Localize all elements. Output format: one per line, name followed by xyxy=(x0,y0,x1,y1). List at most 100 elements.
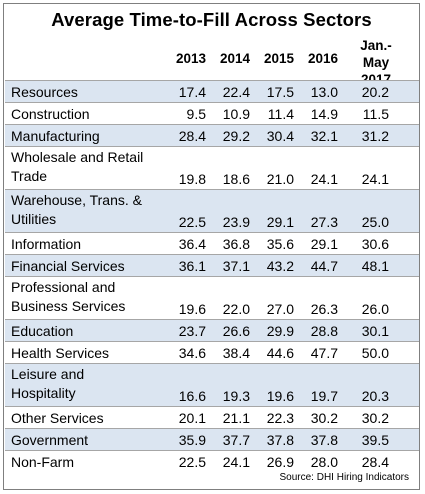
source-note: Source: DHI Hiring Indicators xyxy=(279,472,410,483)
table-cell: 10.9 xyxy=(222,106,250,122)
table-row: Resources 17.4 22.4 17.5 13.0 20.2 xyxy=(5,80,419,103)
table-row: Information 36.4 36.8 35.6 29.1 30.6 xyxy=(5,232,419,255)
row-label: Leisure and Hospitality xyxy=(11,366,85,401)
table-cell: 48.1 xyxy=(361,258,389,274)
table-cell: 34.6 xyxy=(178,345,206,361)
table-cell: 30.4 xyxy=(266,128,294,144)
table-cell: 30.6 xyxy=(361,236,389,252)
table-row: Leisure and Hospitality 16.6 19.3 19.6 19.7 20… xyxy=(5,363,419,407)
table-row: Manufacturing 28.4 29.2 30.4 32.1 31.2 xyxy=(5,124,419,147)
table-cell: 39.5 xyxy=(361,432,389,448)
table-cell: 44.6 xyxy=(266,345,294,361)
table-title: Average Time-to-Fill Across Sectors xyxy=(51,9,372,30)
table-cell: 35.6 xyxy=(266,236,294,252)
table-cell: 27.0 xyxy=(266,301,294,317)
row-label: Manufacturing xyxy=(11,128,100,144)
table-cell: 23.7 xyxy=(178,323,206,339)
table-cell: 16.6 xyxy=(178,388,206,404)
table-row: Wholesale and Retail Trade 19.8 18.6 21.0 24.… xyxy=(5,146,419,190)
table-cell: 43.2 xyxy=(266,258,294,274)
table-row: Health Services 34.6 38.4 44.6 47.7 50.0 xyxy=(5,341,419,364)
row-label: Resources xyxy=(11,84,78,100)
table-cell: 32.1 xyxy=(310,128,338,144)
table-cell: 23.9 xyxy=(222,214,250,230)
table-cell: 20.3 xyxy=(361,388,389,404)
table-cell: 47.7 xyxy=(310,345,338,361)
row-label: Government xyxy=(11,432,89,448)
table-cell: 27.3 xyxy=(310,214,338,230)
table-cell: 13.0 xyxy=(310,84,338,100)
table-cell: 29.1 xyxy=(266,214,294,230)
row-label: Professional and Business Services xyxy=(11,279,126,314)
table-cell: 24.1 xyxy=(310,171,338,187)
table-cell: 37.8 xyxy=(266,432,294,448)
table-cell: 35.9 xyxy=(178,432,206,448)
table-cell: 19.6 xyxy=(178,301,206,317)
row-label: Education xyxy=(11,323,74,339)
table-cell: 26.6 xyxy=(222,323,250,339)
table-cell: 36.1 xyxy=(178,258,206,274)
table-cell: 17.4 xyxy=(178,84,206,100)
column-header: 2013 xyxy=(175,51,206,66)
table-row: Construction 9.5 10.9 11.4 14.9 11.5 xyxy=(5,102,419,125)
table-cell: 9.5 xyxy=(186,106,206,122)
table-cell: 18.6 xyxy=(222,171,250,187)
table-row: Education 23.7 26.6 29.9 28.8 30.1 xyxy=(5,319,419,342)
table-cell: 25.0 xyxy=(361,214,389,230)
table-cell: 22.4 xyxy=(222,84,250,100)
table-row: Warehouse, Trans. & Utilities 22.5 23.9 29.1… xyxy=(5,189,419,233)
table-cell: 20.2 xyxy=(361,84,389,100)
table-cell: 17.5 xyxy=(266,84,294,100)
table-cell: 21.1 xyxy=(222,410,250,426)
table-cell: 24.1 xyxy=(222,454,250,470)
table-cell: 22.0 xyxy=(222,301,250,317)
row-label: Other Services xyxy=(11,410,104,426)
table-cell: 14.9 xyxy=(310,106,338,122)
table-cell: 24.1 xyxy=(361,171,389,187)
table-cell: 29.9 xyxy=(266,323,294,339)
table-frame: Average Time-to-Fill Across Sectors 2013… xyxy=(3,3,420,490)
table-cell: 21.0 xyxy=(266,171,294,187)
table-cell: 28.0 xyxy=(310,454,338,470)
table-cell: 28.4 xyxy=(361,454,389,470)
table-cell: 29.2 xyxy=(222,128,250,144)
table-cell: 19.8 xyxy=(178,171,206,187)
table-cell: 19.6 xyxy=(266,388,294,404)
table-cell: 19.3 xyxy=(222,388,250,404)
table-cell: 19.7 xyxy=(310,388,338,404)
row-label: Construction xyxy=(11,106,90,122)
table-cell: 22.5 xyxy=(178,214,206,230)
table-cell: 22.3 xyxy=(266,410,294,426)
table-cell: 30.2 xyxy=(361,410,389,426)
table-cell: 28.8 xyxy=(310,323,338,339)
column-header: 2014 xyxy=(219,51,250,66)
column-header-line: Jan.-May xyxy=(360,38,392,70)
table-cell: 26.0 xyxy=(361,301,389,317)
table-row: Professional and Business Services 19.6 22.… xyxy=(5,276,419,320)
table-cell: 50.0 xyxy=(361,345,389,361)
row-label: Information xyxy=(11,236,82,252)
table-cell: 29.1 xyxy=(310,236,338,252)
table-cell: 38.4 xyxy=(222,345,250,361)
table-cell: 11.5 xyxy=(362,106,389,122)
table-cell: 11.4 xyxy=(267,106,294,122)
table-cell: 26.3 xyxy=(310,301,338,317)
row-label: Warehouse, Trans. & Utilities xyxy=(11,192,142,227)
table-cell: 37.1 xyxy=(222,258,250,274)
column-header: 2015 xyxy=(263,51,294,66)
table-row: Government 35.9 37.7 37.8 37.8 39.5 xyxy=(5,428,419,451)
table-cell: 28.4 xyxy=(178,128,206,144)
table-cell: 30.2 xyxy=(310,410,338,426)
column-header: 2016 xyxy=(307,51,338,66)
table-cell: 44.7 xyxy=(310,258,338,274)
table-cell: 37.7 xyxy=(222,432,250,448)
table-cell: 20.1 xyxy=(178,410,206,426)
table-cell: 22.5 xyxy=(178,454,206,470)
table-cell: 31.2 xyxy=(361,128,389,144)
table-cell: 37.8 xyxy=(310,432,338,448)
table-row: Financial Services 36.1 37.1 43.2 44.7 48.1 xyxy=(5,254,419,277)
row-label: Non-Farm xyxy=(11,454,75,470)
row-label: Financial Services xyxy=(11,258,125,274)
table-cell: 26.9 xyxy=(266,454,294,470)
table-cell: 30.1 xyxy=(361,323,389,339)
